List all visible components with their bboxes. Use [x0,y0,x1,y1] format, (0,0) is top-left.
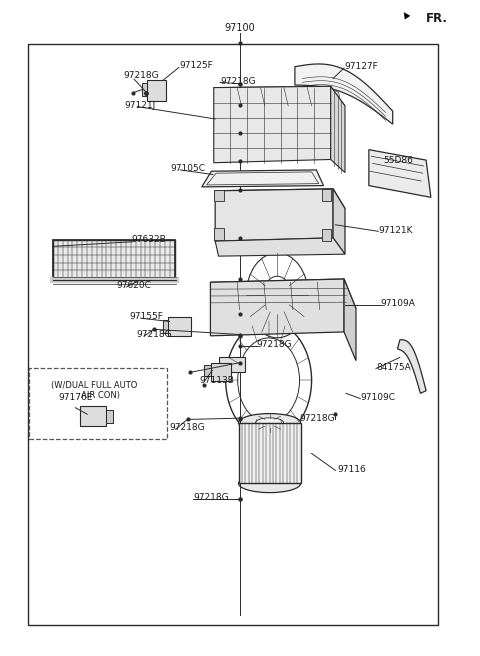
Polygon shape [210,279,344,336]
Text: 97218G: 97218G [123,72,159,80]
Text: 97176E: 97176E [59,394,93,402]
Polygon shape [215,189,333,241]
Polygon shape [202,170,324,187]
Ellipse shape [251,175,272,183]
Polygon shape [295,64,393,124]
Ellipse shape [256,418,284,428]
Text: (W/DUAL FULL AUTO
     AIR CON): (W/DUAL FULL AUTO AIR CON) [51,381,138,400]
Ellipse shape [239,413,300,432]
Polygon shape [53,240,175,277]
Text: 97127F: 97127F [344,62,378,72]
Polygon shape [215,189,345,211]
Polygon shape [333,189,345,254]
Text: 97125F: 97125F [179,61,213,70]
Text: 97218G: 97218G [136,330,171,339]
Text: 97218G: 97218G [169,422,205,432]
Text: 97155F: 97155F [129,312,163,321]
Text: 97620C: 97620C [116,281,151,290]
Text: 97632B: 97632B [131,236,166,244]
Polygon shape [215,238,345,256]
Polygon shape [107,409,113,422]
Polygon shape [397,340,426,394]
Ellipse shape [239,474,300,493]
Text: 97100: 97100 [225,22,255,33]
Polygon shape [322,189,331,201]
Text: 97109A: 97109A [381,298,416,308]
Polygon shape [369,150,431,197]
Polygon shape [344,279,356,361]
Polygon shape [204,365,211,376]
Polygon shape [331,87,345,173]
Text: 97218G: 97218G [300,414,336,422]
Text: 55D86: 55D86 [383,155,413,165]
Polygon shape [322,230,331,241]
Polygon shape [163,320,168,333]
Polygon shape [211,363,231,381]
Polygon shape [168,317,192,337]
Polygon shape [239,422,300,483]
Polygon shape [214,228,224,240]
Ellipse shape [215,175,237,183]
Polygon shape [214,87,331,163]
Polygon shape [80,406,107,426]
Text: 97121K: 97121K [378,226,413,234]
Bar [28,44,438,625]
Text: 97218G: 97218G [220,77,255,85]
Polygon shape [142,83,147,96]
Text: 97105C: 97105C [171,164,206,173]
Polygon shape [218,358,245,373]
Text: 97121J: 97121J [124,102,156,110]
Text: 97109C: 97109C [360,393,395,401]
Polygon shape [214,190,224,201]
Text: 97113B: 97113B [199,376,234,385]
Text: 97116: 97116 [338,464,367,474]
Polygon shape [147,80,166,100]
Text: 84175A: 84175A [376,363,411,372]
Text: FR.: FR. [426,12,448,25]
Ellipse shape [287,175,308,183]
Text: 97218G: 97218G [257,340,292,349]
Polygon shape [210,279,356,310]
Text: 97218G: 97218G [193,493,229,502]
Polygon shape [214,87,345,106]
